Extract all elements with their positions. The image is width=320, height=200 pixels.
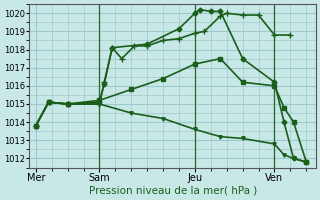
X-axis label: Pression niveau de la mer( hPa ): Pression niveau de la mer( hPa ) [89, 186, 257, 196]
